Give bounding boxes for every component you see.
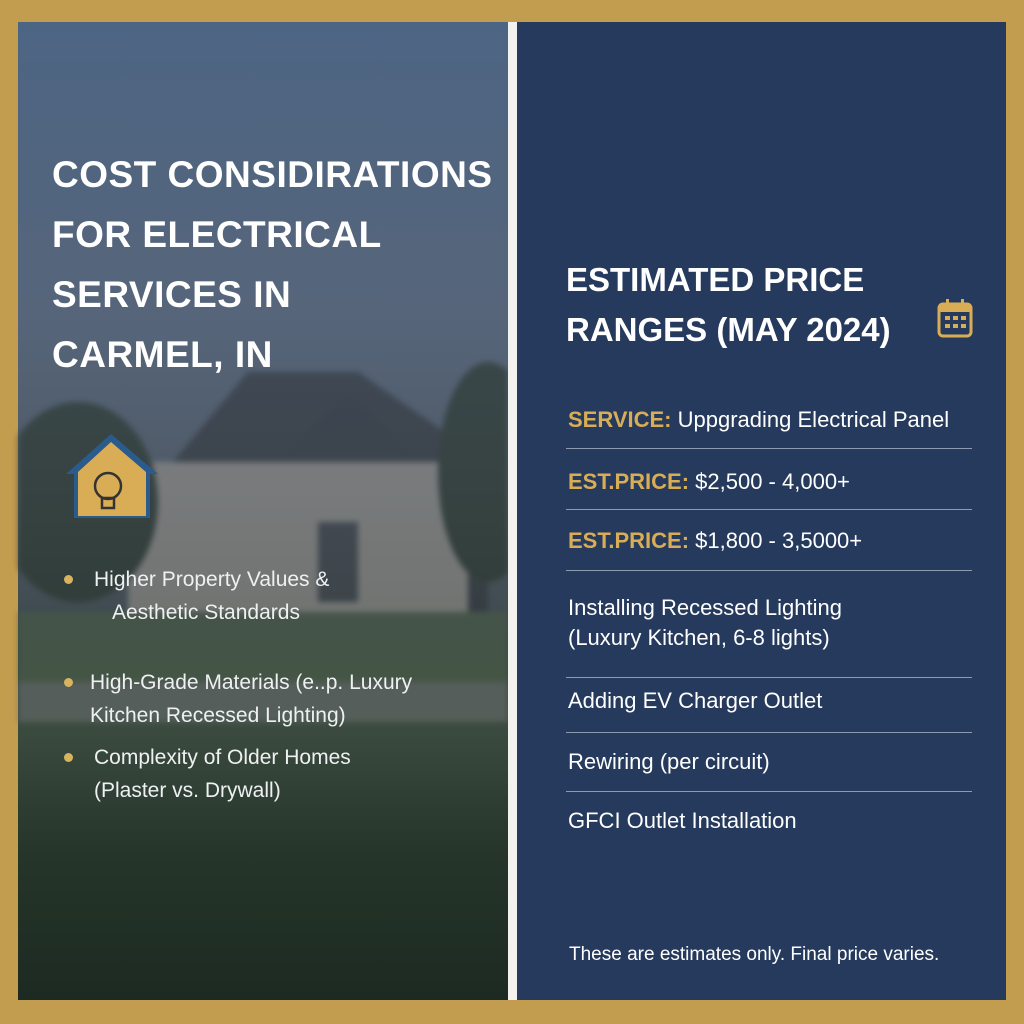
price-panel xyxy=(517,22,1006,1000)
title-line: COST CONSIDIRATIONS xyxy=(52,154,493,195)
title: COST CONSIDIRATIONS FOR ELECTRICAL SERVICE… xyxy=(52,145,493,385)
photo-panel xyxy=(18,22,508,1000)
row-separator xyxy=(566,677,972,678)
title-line: SERVICES IN xyxy=(52,274,292,315)
row-separator xyxy=(566,509,972,510)
row-text: $1,800 - 3,5000+ xyxy=(695,528,863,553)
bullet-text: High-Grade Materials (e..p. Luxury xyxy=(90,671,413,694)
footnote: These are estimates only. Final price va… xyxy=(569,944,940,965)
row: GFCI Outlet Installation xyxy=(568,806,797,836)
row-label: EST.PRICE: xyxy=(568,469,690,494)
bullet-dot xyxy=(64,678,73,687)
row-label: SERVICE: xyxy=(568,407,672,432)
row-text: $2,500 - 4,000+ xyxy=(695,469,850,494)
row-separator xyxy=(566,448,972,449)
bullet-dot xyxy=(64,753,73,762)
row-separator xyxy=(566,570,972,571)
house-bulb-icon xyxy=(66,434,158,518)
heading-line: RANGES (MAY 2024) xyxy=(566,311,891,348)
row: Adding EV Charger Outlet xyxy=(568,686,822,716)
row: Rewiring (per circuit) xyxy=(568,747,770,777)
row: EST.PRICE: $2,500 - 4,000+ xyxy=(568,467,850,497)
row-separator xyxy=(566,732,972,733)
row-separator xyxy=(566,791,972,792)
row: EST.PRICE: $1,800 - 3,5000+ xyxy=(568,526,862,556)
heading-line: ESTIMATED PRICE xyxy=(566,261,865,298)
title-line: FOR ELECTRICAL xyxy=(52,214,382,255)
row-text: Rewiring (per circuit) xyxy=(568,749,770,774)
calendar-icon xyxy=(937,299,973,338)
divider xyxy=(508,22,517,1000)
row-text: Installing Recessed Lighting xyxy=(568,595,842,620)
bullet-text: (Plaster vs. Drywall) xyxy=(94,779,281,802)
row-text: (Luxury Kitchen, 6-8 lights) xyxy=(568,625,830,650)
row-text: Uppgrading Electrical Panel xyxy=(677,407,950,432)
bullet-text: Kitchen Recessed Lighting) xyxy=(90,704,346,727)
house-photo xyxy=(18,362,508,722)
heading: ESTIMATED PRICE RANGES (MAY 2024) xyxy=(566,255,891,355)
row-text: GFCI Outlet Installation xyxy=(568,808,797,833)
bullet-text: Complexity of Older Homes xyxy=(94,746,351,769)
row-label: EST.PRICE: xyxy=(568,528,690,553)
title-line: CARMEL, IN xyxy=(52,334,273,375)
row-text: Adding EV Charger Outlet xyxy=(568,688,823,713)
bullet-dot xyxy=(64,575,73,584)
row: SERVICE: Uppgrading Electrical Panel xyxy=(568,405,949,435)
bullet-text: Higher Property Values & xyxy=(94,568,330,591)
bullet-text: Aesthetic Standards xyxy=(112,601,300,624)
